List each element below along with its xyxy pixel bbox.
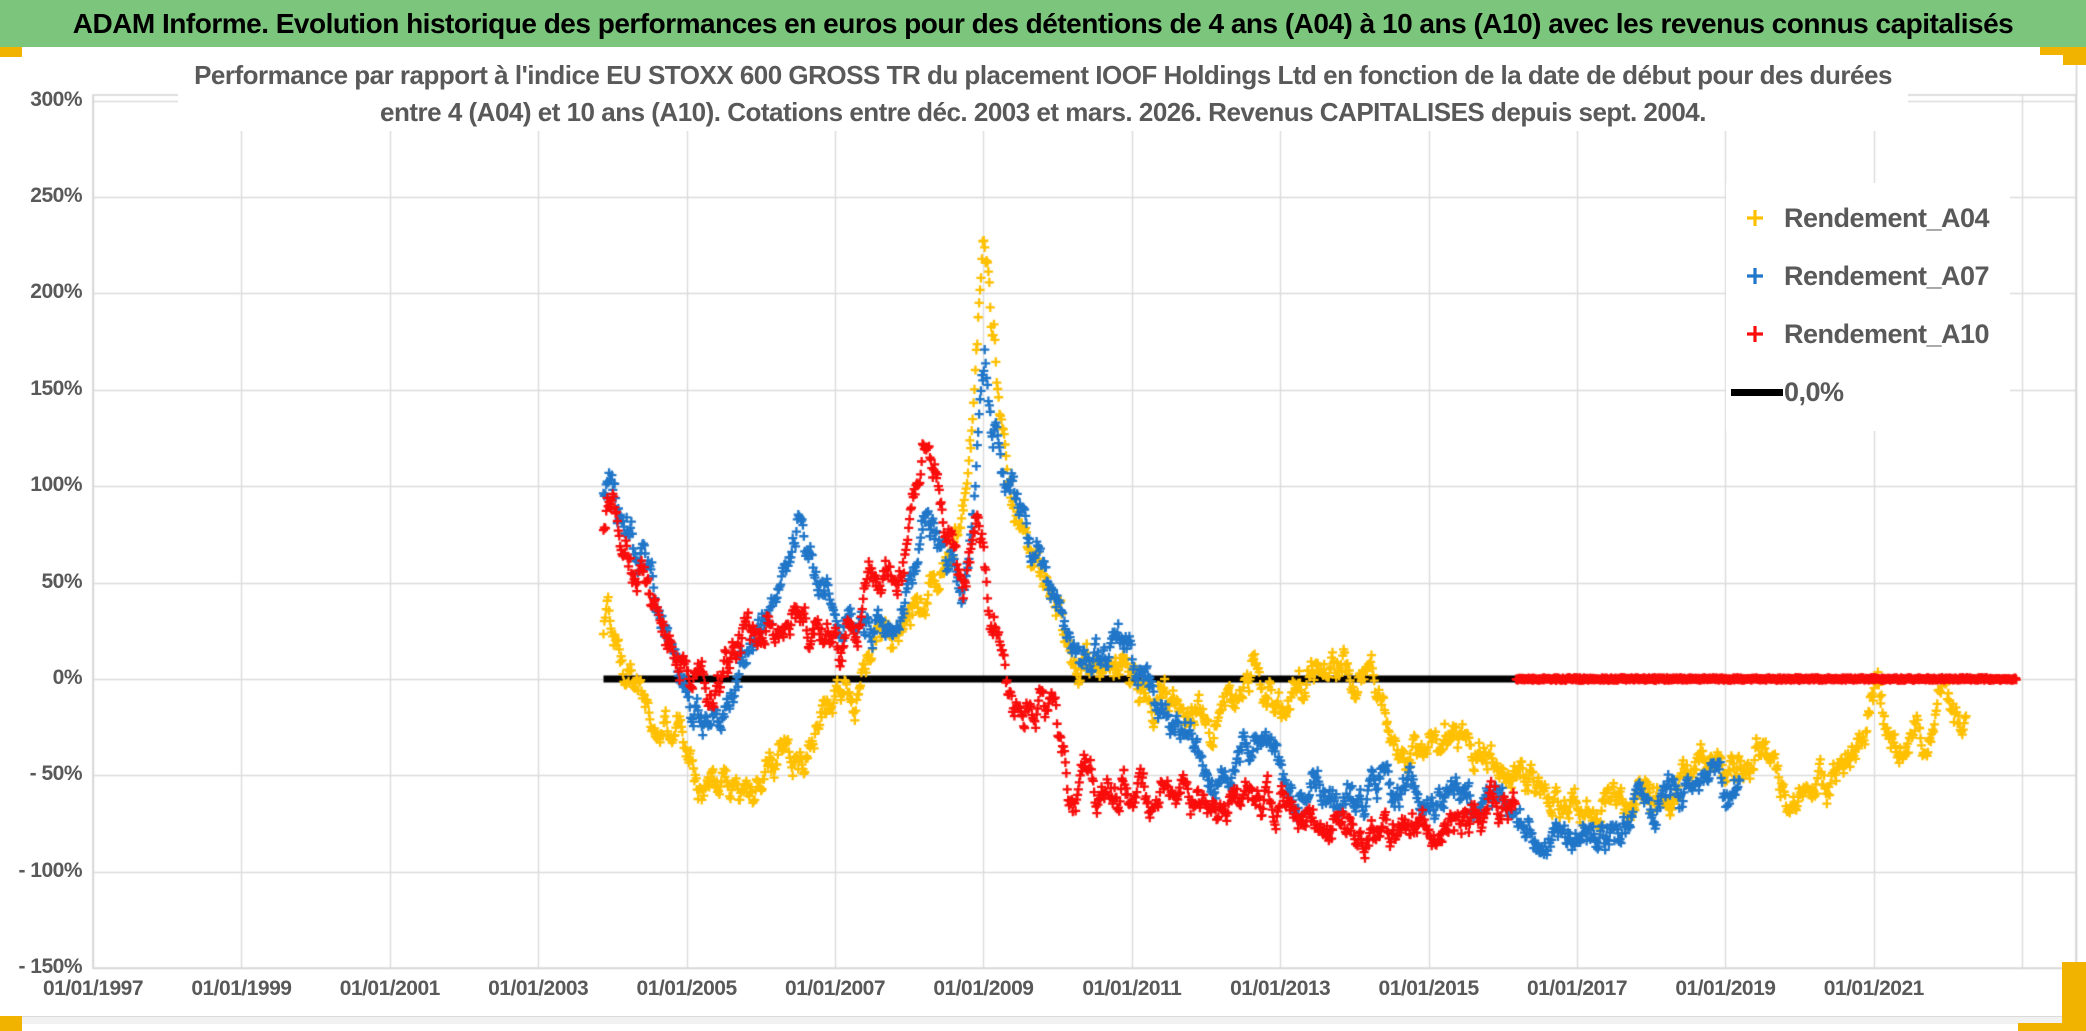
legend-entry-rendement-a10: Rendement_A10: [1726, 305, 2010, 363]
bottom-strip: [0, 1016, 2086, 1024]
accent-bottom-right-bar: [2062, 962, 2086, 1031]
y-tick-label: - 50%: [29, 762, 83, 786]
plus-marker-icon: [1726, 264, 1784, 288]
y-tick-label: 0%: [52, 666, 83, 689]
x-tick-label: 01/01/1999: [191, 977, 292, 1000]
y-tick-label: - 150%: [18, 955, 82, 979]
accent-top-right: [2063, 47, 2086, 65]
legend-label: Rendement_A04: [1784, 202, 1990, 233]
legend-label: 0,0%: [1784, 376, 1844, 407]
x-tick-label: 01/01/2013: [1230, 977, 1331, 1000]
y-tick-label: 50%: [41, 569, 82, 593]
x-tick-label: 01/01/2019: [1675, 977, 1776, 1000]
legend-label: Rendement_A07: [1784, 260, 1990, 291]
x-tick-label: 01/01/2001: [339, 977, 441, 1000]
accent-bottom-left: [0, 1016, 22, 1031]
x-tick-label: 01/01/2021: [1823, 977, 1925, 1000]
legend-label: Rendement_A10: [1784, 318, 1990, 349]
legend-entry-rendement-a07: Rendement_A07: [1726, 247, 2010, 305]
title-bar: ADAM Informe. Evolution historique des p…: [0, 0, 2086, 47]
x-tick-label: 01/01/2017: [1526, 977, 1628, 1000]
accent-bottom-right-tail: [2018, 1023, 2086, 1031]
page-title: ADAM Informe. Evolution historique des p…: [72, 7, 2014, 39]
accent-top-left: [0, 47, 22, 57]
y-tick-label: 150%: [30, 376, 82, 400]
y-tick-label: 250%: [30, 184, 82, 207]
plus-marker-icon: [1726, 206, 1784, 230]
x-tick-label: 01/01/2011: [1082, 977, 1182, 1000]
chart-subtitle-line2: entre 4 (A04) et 10 ans (A10). Cotations…: [380, 97, 1706, 127]
y-tick-label: 300%: [30, 87, 82, 111]
x-tick-label: 01/01/2007: [784, 977, 886, 1000]
x-tick-label: 01/01/2015: [1378, 977, 1480, 1000]
y-tick-label: 100%: [30, 473, 82, 497]
x-tick-label: 01/01/2003: [488, 977, 589, 1000]
x-tick-label: 01/01/2009: [933, 977, 1034, 1000]
legend-entry-0-0-: 0,0%: [1726, 363, 2010, 421]
legend: Rendement_A04 Rendement_A07 Rendement_A10 0…: [1726, 183, 2010, 431]
plus-marker-icon: [1726, 322, 1784, 346]
y-tick-label: - 100%: [18, 858, 82, 882]
zero-line-icon: [1726, 388, 1784, 396]
chart-subtitle: Performance par rapport à l'indice EU ST…: [178, 57, 1908, 131]
chart-subtitle-line1: Performance par rapport à l'indice EU ST…: [194, 60, 1892, 90]
x-tick-label: 01/01/2005: [636, 977, 738, 1000]
x-tick-label: 01/01/1997: [42, 977, 144, 1000]
y-tick-label: 200%: [30, 280, 82, 304]
legend-entry-rendement-a04: Rendement_A04: [1726, 189, 2010, 247]
